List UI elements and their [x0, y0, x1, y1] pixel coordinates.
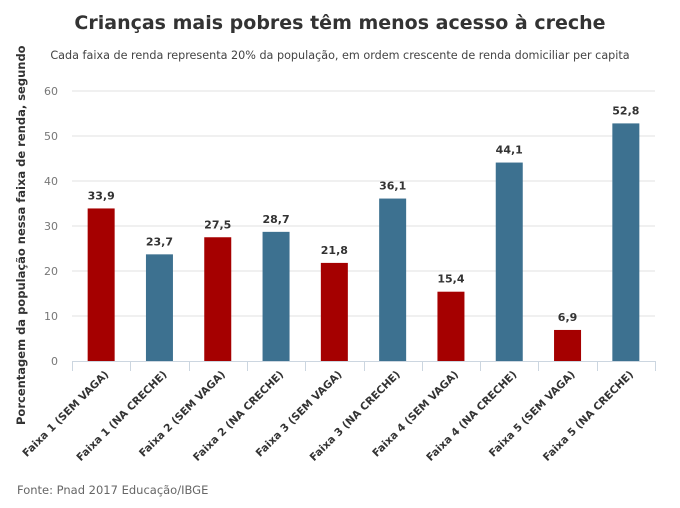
- chart-subtitle: Cada faixa de renda representa 20% da po…: [50, 49, 630, 62]
- bar: [379, 198, 407, 361]
- y-tick-label: 40: [44, 175, 58, 188]
- data-label: 6,9: [558, 311, 578, 324]
- y-tick-label: 50: [44, 130, 58, 143]
- data-label: 33,9: [88, 189, 115, 202]
- y-axis-label: Porcentagem da população nessa faixa de …: [14, 45, 28, 425]
- data-label: 36,1: [379, 180, 406, 193]
- data-label: 27,5: [204, 218, 231, 231]
- bar: [204, 237, 232, 361]
- bar: [437, 291, 465, 361]
- bar: [612, 123, 640, 362]
- bar: [262, 231, 290, 361]
- data-label: 52,8: [612, 104, 639, 117]
- y-tick-label: 60: [44, 85, 58, 98]
- y-tick-label: 10: [44, 310, 58, 323]
- data-label: 23,7: [146, 235, 173, 248]
- bar: [320, 262, 348, 361]
- data-label: 28,7: [262, 213, 289, 226]
- data-label: 21,8: [321, 244, 348, 257]
- data-label: 15,4: [437, 273, 464, 286]
- y-tick-label: 20: [44, 265, 58, 278]
- data-label: 44,1: [496, 144, 523, 157]
- bar: [87, 208, 115, 361]
- y-tick-label: 30: [44, 220, 58, 233]
- source-note: Fonte: Pnad 2017 Educação/IBGE: [17, 483, 209, 497]
- bar: [145, 254, 173, 361]
- chart-title: Crianças mais pobres têm menos acesso à …: [74, 12, 606, 34]
- y-tick-label: 0: [51, 355, 58, 368]
- bar: [554, 329, 582, 361]
- bar: [495, 162, 523, 361]
